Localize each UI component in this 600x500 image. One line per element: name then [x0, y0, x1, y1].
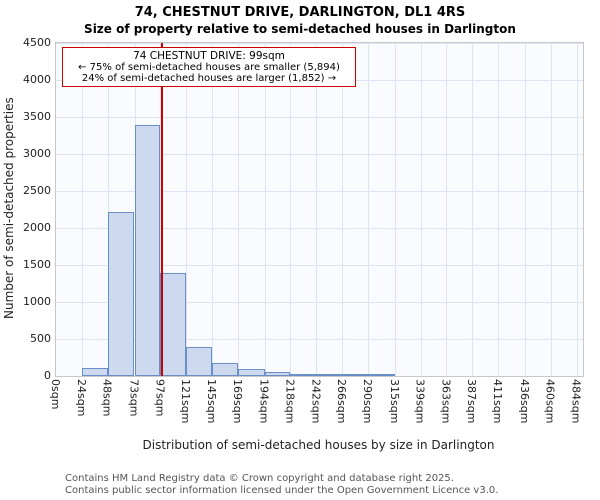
y-gridline — [56, 228, 583, 229]
y-gridline — [56, 191, 583, 192]
chart-title: 74, CHESTNUT DRIVE, DARLINGTON, DL1 4RS — [134, 5, 466, 20]
annotation-larger-stat: 24% of semi-detached houses are larger (… — [81, 73, 337, 84]
property-size-marker-line — [161, 43, 164, 376]
x-gridline — [316, 43, 318, 376]
x-tick-label: 145sqm — [204, 379, 218, 424]
plot-area — [55, 42, 584, 377]
x-tick-label: 315sqm — [387, 379, 401, 424]
x-tick-label: 97sqm — [153, 379, 167, 417]
footer-line-2: Contains public sector information licen… — [65, 484, 499, 496]
x-gridline — [160, 43, 162, 376]
y-tick-label: 2500 — [23, 184, 51, 197]
y-tick-label: 3500 — [23, 110, 51, 123]
x-gridline — [237, 43, 239, 376]
annotation-title: 74 CHESTNUT DRIVE: 99sqm — [133, 50, 285, 62]
x-tick-label: 387sqm — [465, 379, 479, 424]
x-tick-label: 194sqm — [257, 379, 271, 424]
x-tick-label: 339sqm — [413, 379, 427, 424]
y-gridline — [56, 265, 583, 266]
y-tick-label: 500 — [30, 332, 51, 345]
y-gridline — [56, 154, 583, 155]
x-tick-label: 266sqm — [335, 379, 349, 424]
x-gridline — [264, 43, 266, 376]
y-tick-label: 1500 — [23, 258, 51, 271]
x-tick-label: 290sqm — [360, 379, 374, 424]
x-tick-label: 121sqm — [179, 379, 193, 424]
x-gridline — [290, 43, 292, 376]
x-tick-label: 363sqm — [439, 379, 453, 424]
x-gridline — [186, 43, 188, 376]
histogram-bar — [107, 211, 135, 376]
y-tick-label: 3000 — [23, 147, 51, 160]
footer-line-1: Contains HM Land Registry data © Crown c… — [65, 473, 454, 484]
x-gridline — [107, 43, 109, 376]
x-gridline — [472, 43, 474, 376]
x-gridline — [524, 43, 526, 376]
x-tick-label: 242sqm — [309, 379, 323, 424]
histogram-bar — [290, 373, 317, 376]
x-gridline — [211, 43, 213, 376]
x-gridline — [446, 43, 448, 376]
histogram-bar — [81, 367, 108, 376]
y-gridline — [56, 117, 583, 118]
histogram-bar — [367, 374, 395, 376]
histogram-bar — [134, 125, 161, 376]
property-annotation: 74 CHESTNUT DRIVE: 99sqm ← 75% of semi-d… — [62, 47, 356, 87]
x-tick-label: 218sqm — [283, 379, 297, 424]
y-tick-label: 0 — [44, 369, 51, 382]
x-gridline — [498, 43, 500, 376]
histogram-bar — [160, 273, 187, 376]
x-tick-label: 24sqm — [74, 379, 88, 417]
x-tick-label: 48sqm — [100, 379, 114, 417]
chart-subtitle: Size of property relative to semi-detach… — [84, 22, 516, 36]
x-tick-label: 460sqm — [543, 379, 557, 424]
y-tick-label: 2000 — [23, 221, 51, 234]
x-gridline — [394, 43, 396, 376]
histogram-bar — [211, 363, 238, 376]
y-gridline — [56, 43, 583, 44]
histogram-bar — [264, 372, 291, 376]
annotation-smaller-stat: ← 75% of semi-detached houses are smalle… — [78, 62, 340, 73]
x-gridline — [81, 43, 83, 376]
y-gridline — [56, 339, 583, 340]
x-axis-label: Distribution of semi-detached houses by … — [142, 438, 495, 452]
x-gridline — [420, 43, 422, 376]
x-gridline — [342, 43, 344, 376]
x-gridline — [550, 43, 552, 376]
x-tick-label: 73sqm — [127, 379, 141, 417]
histogram-bar — [186, 347, 212, 376]
x-gridline — [576, 43, 578, 376]
y-tick-label: 4000 — [23, 73, 51, 86]
y-tick-label: 4500 — [23, 36, 51, 49]
histogram-bar — [316, 374, 343, 376]
x-gridline — [367, 43, 369, 376]
x-tick-label: 411sqm — [491, 379, 505, 424]
histogram-bar — [342, 374, 368, 376]
y-axis-label: Number of semi-detached properties — [2, 97, 16, 320]
y-tick-label: 1000 — [23, 295, 51, 308]
x-tick-label: 169sqm — [230, 379, 244, 424]
histogram-bar — [237, 368, 265, 376]
attribution-footer: Contains HM Land Registry data © Crown c… — [65, 473, 498, 496]
x-tick-label: 436sqm — [517, 379, 531, 424]
x-tick-label: 484sqm — [569, 379, 583, 424]
x-tick-label: 0sqm — [49, 379, 62, 410]
y-gridline — [56, 302, 583, 303]
